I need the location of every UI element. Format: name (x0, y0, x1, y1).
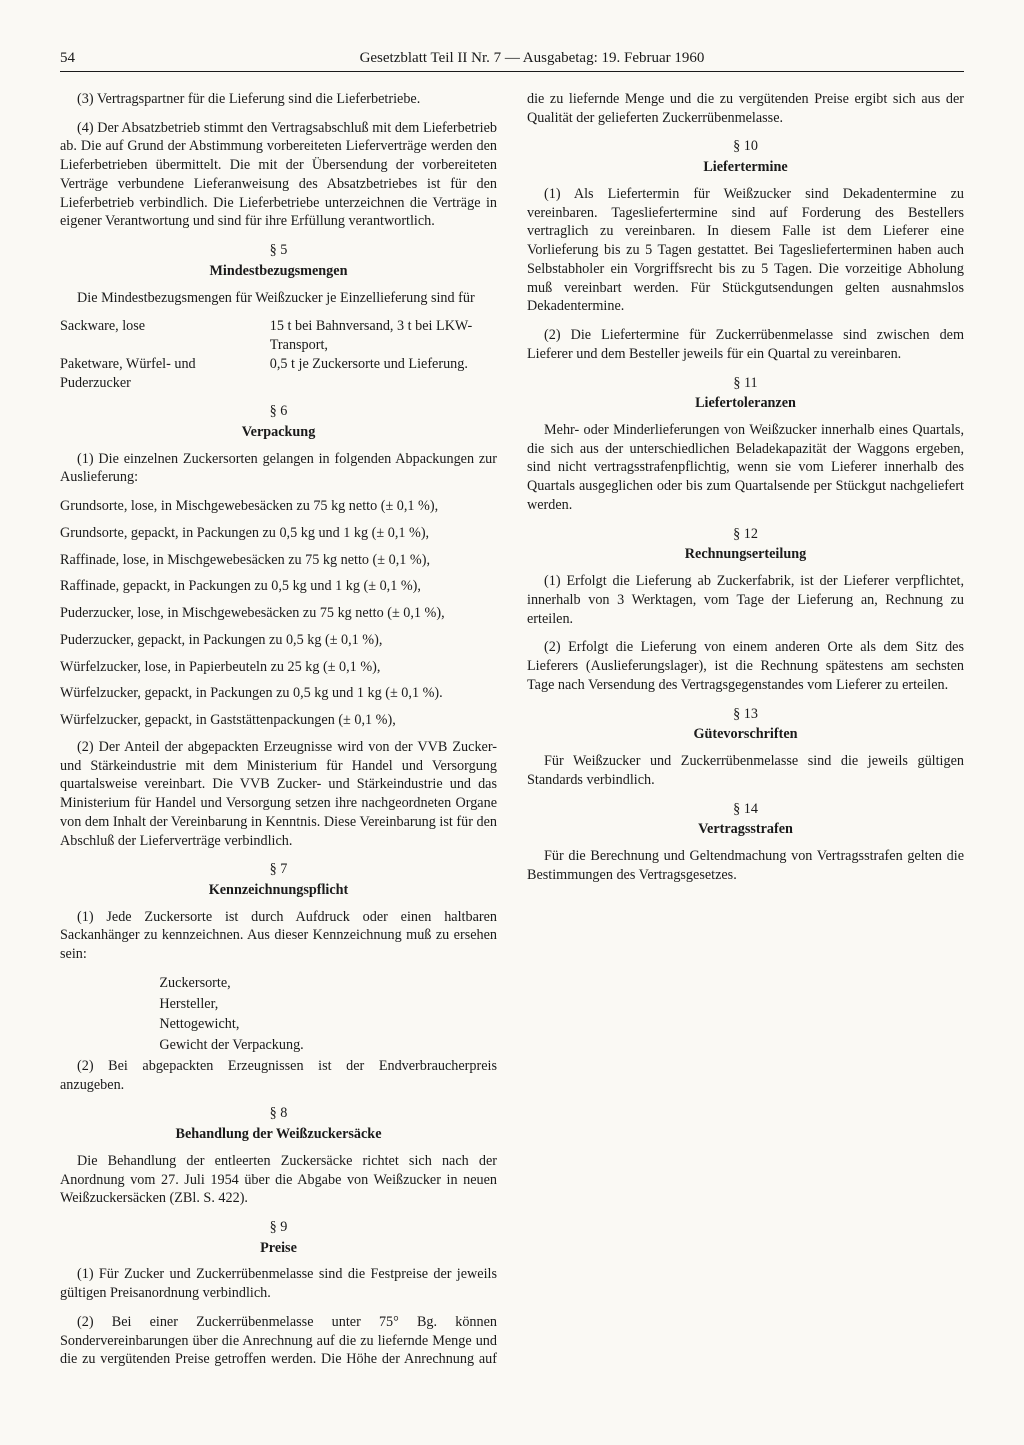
section-12-p1: (1) Erfolgt die Lieferung ab Zuckerfabri… (527, 572, 964, 628)
section-5-table: Sackware, lose 15 t bei Bahnversand, 3 t… (60, 317, 497, 392)
section-10-title: Liefertermine (527, 158, 964, 177)
para-3: (3) Vertragspartner für die Lieferung si… (60, 90, 497, 109)
section-7-p1: (1) Jede Zuckersorte ist durch Aufdruck … (60, 908, 497, 964)
s6-li9: Würfelzucker, gepackt, in Gaststättenpac… (77, 711, 497, 730)
text-columns: (3) Vertragspartner für die Lieferung si… (60, 90, 964, 1390)
s6-li4: Raffinade, gepackt, in Packungen zu 0,5 … (77, 577, 497, 596)
s6-li6: Puderzucker, gepackt, in Packungen zu 0,… (77, 631, 497, 650)
s6-li2: Grundsorte, gepackt, in Packungen zu 0,5… (77, 524, 497, 543)
page-header: 54 Gesetzblatt Teil II Nr. 7 — Ausgabeta… (60, 50, 964, 72)
s6-li5: Puderzucker, lose, in Mischgewebesäcken … (77, 604, 497, 623)
s6-li8: Würfelzucker, gepackt, in Packungen zu 0… (77, 684, 497, 703)
section-11-num: § 11 (527, 374, 964, 393)
page-number: 54 (60, 50, 100, 67)
section-6-num: § 6 (60, 402, 497, 421)
section-10-p2: (2) Die Liefertermine für Zuckerrübenmel… (527, 326, 964, 363)
s5-row2-left: Paketware, Würfel- und Puderzucker (60, 355, 270, 392)
section-8-num: § 8 (60, 1104, 497, 1123)
section-9-title: Preise (60, 1239, 497, 1258)
para-4: (4) Der Absatzbetrieb stimmt den Vertrag… (60, 119, 497, 231)
s7-sub1: Zuckersorte, (159, 974, 497, 993)
document-page: 54 Gesetzblatt Teil II Nr. 7 — Ausgabeta… (0, 0, 1024, 1445)
section-7-sublist: Zuckersorte, Hersteller, Nettogewicht, G… (159, 974, 497, 1055)
section-12-p2: (2) Erfolgt die Lieferung von einem ande… (527, 638, 964, 694)
section-7-title: Kennzeichnungspflicht (60, 881, 497, 900)
s6-li3: Raffinade, lose, in Mischgewebesäcken zu… (77, 551, 497, 570)
section-12-title: Rechnungserteilung (527, 545, 964, 564)
section-7-p2: (2) Bei abgepackten Erzeugnissen ist der… (60, 1057, 497, 1094)
s7-sub3: Nettogewicht, (159, 1015, 497, 1034)
section-11-title: Liefertoleranzen (527, 394, 964, 413)
s5-row1-left: Sackware, lose (60, 317, 270, 354)
section-5-intro: Die Mindestbezugsmengen für Weißzucker j… (60, 289, 497, 308)
section-9-p1: (1) Für Zucker und Zuckerrübenmelasse si… (60, 1265, 497, 1302)
section-6-p1: (1) Die einzelnen Zuckersorten gelangen … (60, 450, 497, 487)
section-10-p1: (1) Als Liefertermin für Weißzucker sind… (527, 185, 964, 316)
section-14-num: § 14 (527, 800, 964, 819)
header-title: Gesetzblatt Teil II Nr. 7 — Ausgabetag: … (100, 50, 964, 67)
section-11-p: Mehr- oder Minderlieferungen von Weißzuc… (527, 421, 964, 515)
section-5-title: Mindestbezugsmengen (60, 262, 497, 281)
section-14-title: Vertragsstrafen (527, 820, 964, 839)
section-14-p: Für die Berechnung und Geltendmachung vo… (527, 847, 964, 884)
section-6-title: Verpackung (60, 423, 497, 442)
section-13-num: § 13 (527, 705, 964, 724)
s7-sub4: Gewicht der Verpackung. (159, 1036, 497, 1055)
section-13-p: Für Weißzucker und Zuckerrübenmelasse si… (527, 752, 964, 789)
section-7-num: § 7 (60, 860, 497, 879)
s5-row1-right: 15 t bei Bahnversand, 3 t bei LKW-Transp… (270, 317, 497, 354)
s6-li7: Würfelzucker, lose, in Papierbeuteln zu … (77, 658, 497, 677)
section-8-p: Die Behandlung der entleerten Zuckersäck… (60, 1152, 497, 1208)
s7-sub2: Hersteller, (159, 995, 497, 1014)
section-13-title: Gütevorschriften (527, 725, 964, 744)
section-6-p2: (2) Der Anteil der abgepackten Erzeugnis… (60, 738, 497, 850)
section-10-num: § 10 (527, 137, 964, 156)
s5-row2-right: 0,5 t je Zuckersorte und Lieferung. (270, 355, 497, 392)
section-12-num: § 12 (527, 525, 964, 544)
section-8-title: Behandlung der Weißzuckersäcke (60, 1125, 497, 1144)
s6-li1: Grundsorte, lose, in Mischgewebesäcken z… (77, 497, 497, 516)
section-5-num: § 5 (60, 241, 497, 260)
section-9-num: § 9 (60, 1218, 497, 1237)
